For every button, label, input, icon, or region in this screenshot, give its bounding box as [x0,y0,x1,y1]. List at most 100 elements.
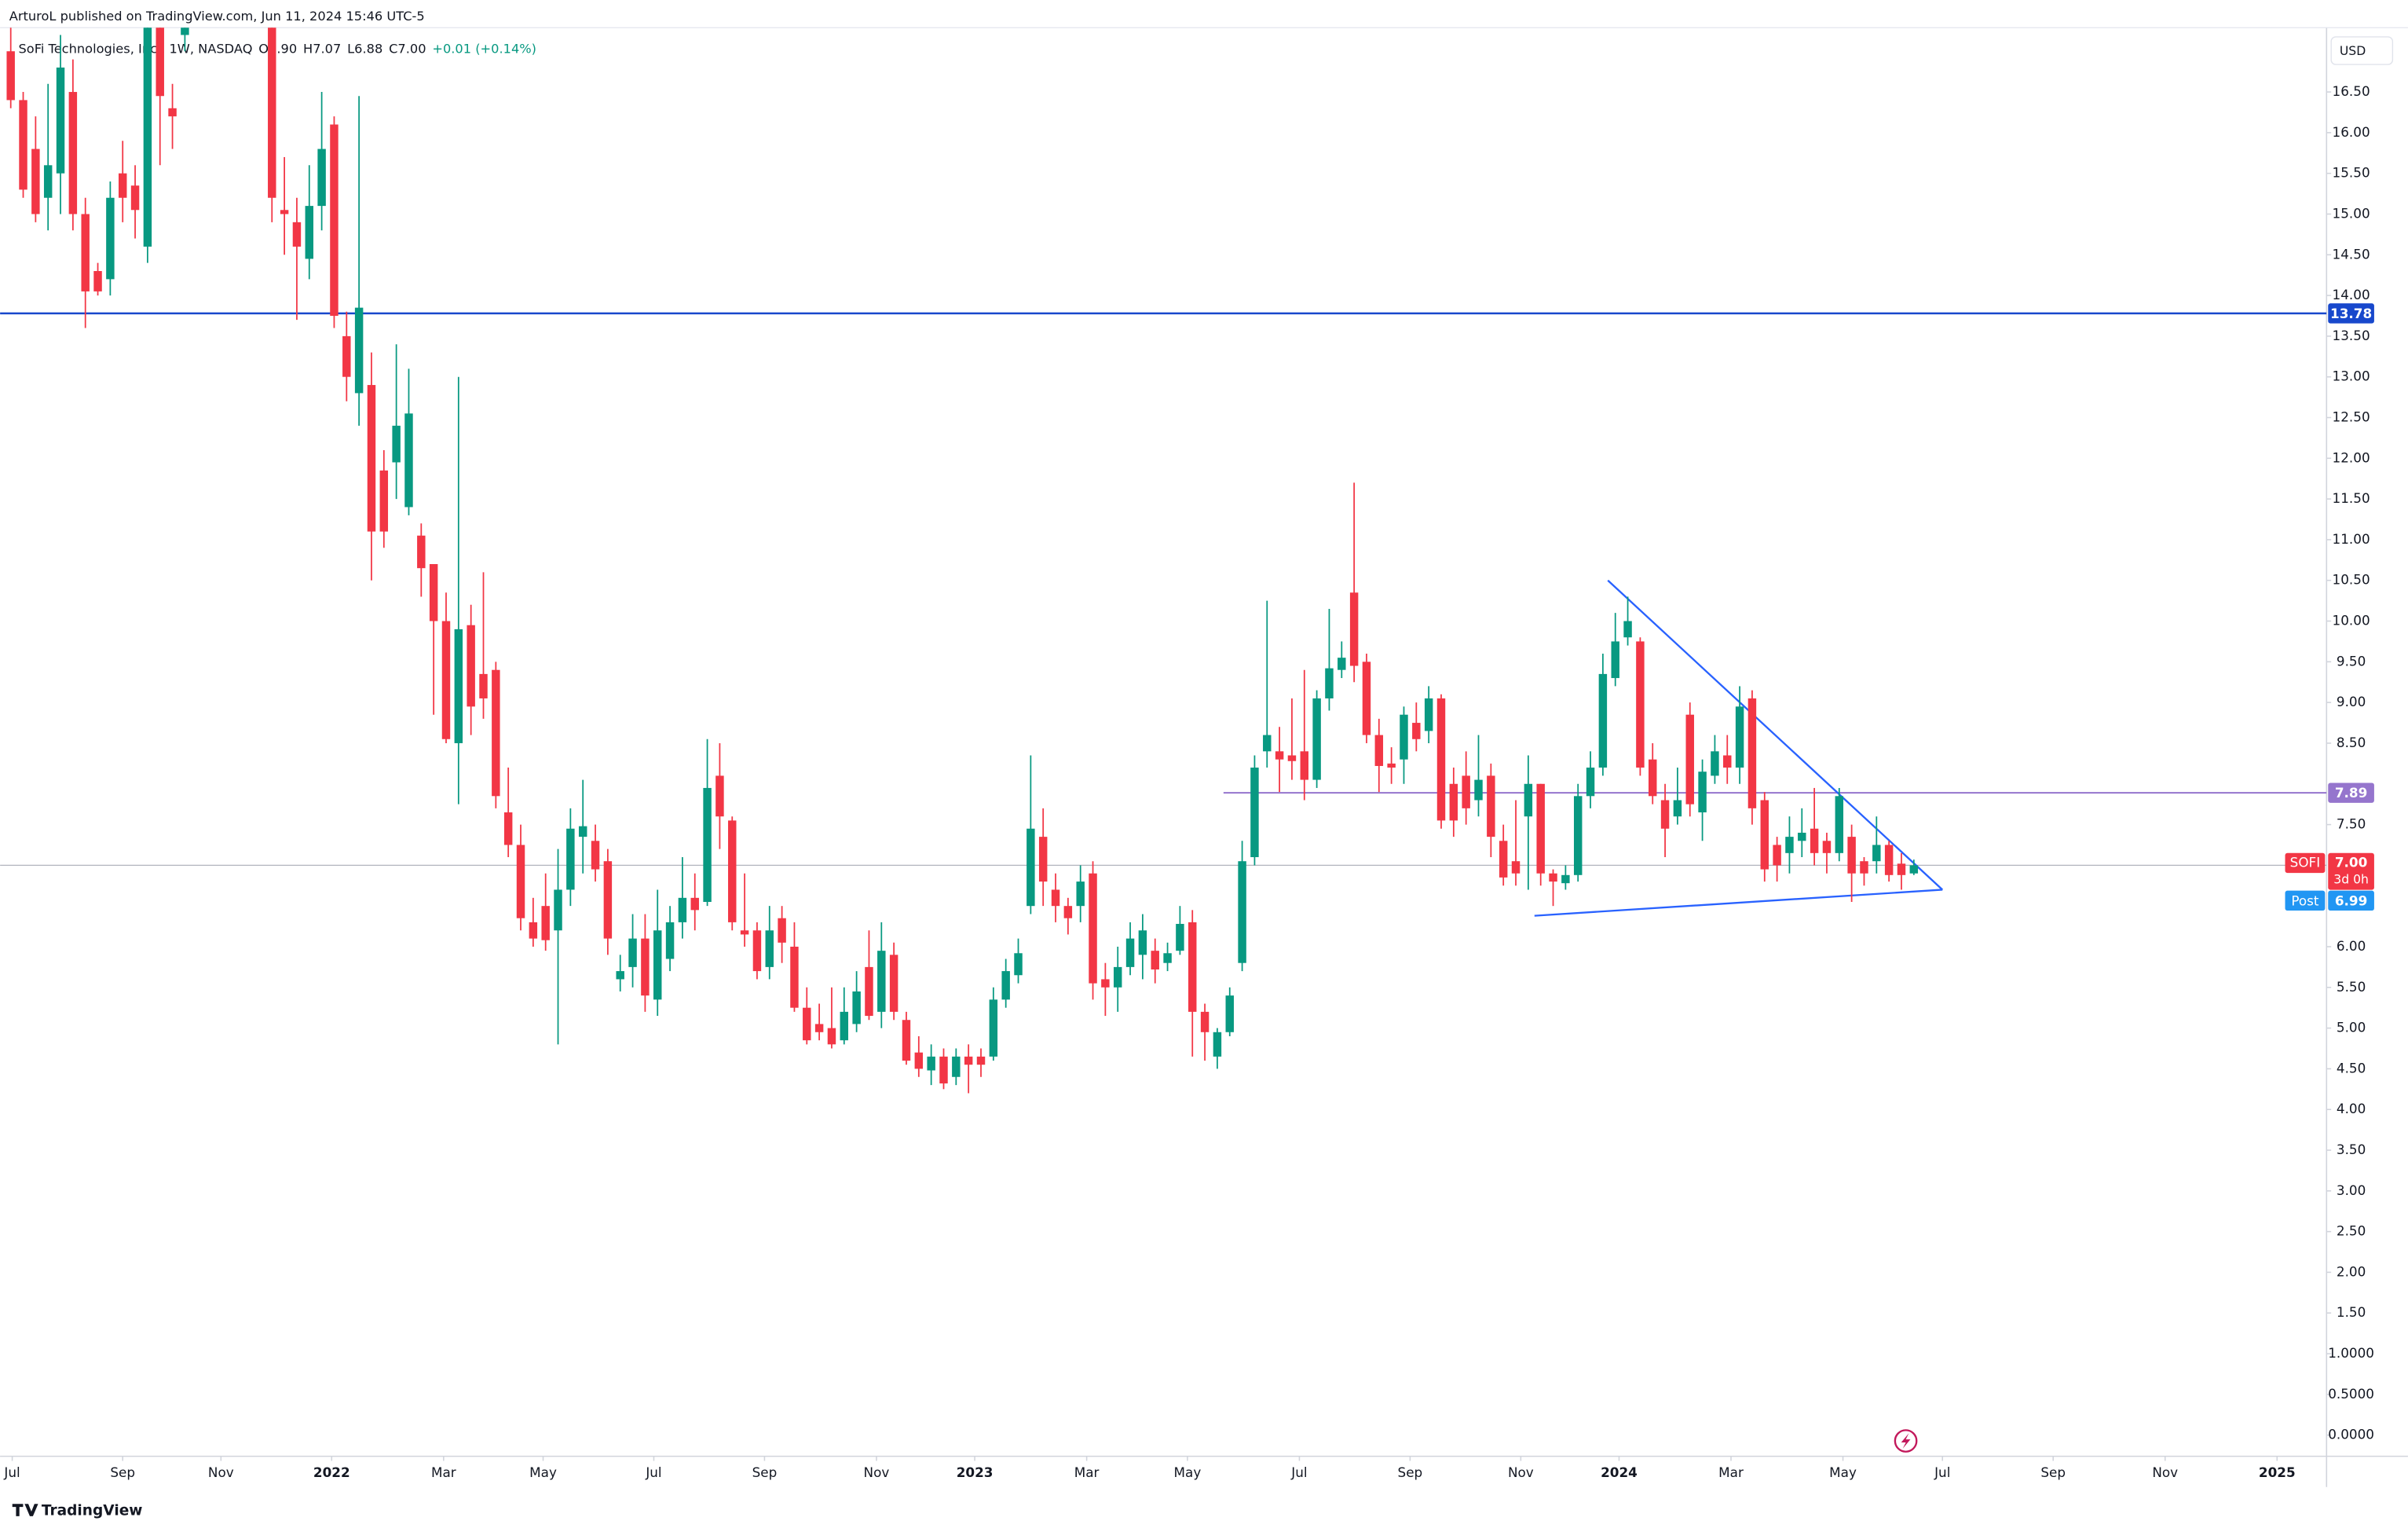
candle-body [1038,837,1048,882]
y-tick-label: 9.00 [2337,694,2366,709]
y-tick-label: 0.0000 [2328,1427,2374,1442]
candle-body [1400,714,1408,760]
candle-body [877,951,886,1012]
last-price-box [2328,852,2374,890]
candle-body [503,812,513,845]
candle-body [803,1007,811,1041]
y-tick-label: 13.50 [2333,328,2370,343]
trendline [1607,579,1944,891]
brand-name: TradingView [42,1503,143,1519]
brand: TradingView [12,1503,143,1519]
candle-body [156,27,164,97]
candle-body [964,1056,973,1065]
countdown-label: 3d 0h [2333,871,2369,886]
candle-body [417,535,426,569]
candle-body [118,173,127,198]
level-label: 7.89 [2335,785,2367,801]
candle-body [1822,841,1832,853]
candle-body [1263,735,1272,752]
y-tick-label: 14.00 [2333,287,2370,302]
candle-body [56,67,65,174]
candle-body [902,1020,911,1061]
symbol-box [2285,852,2326,874]
candle-body [715,775,724,817]
x-tick-label: Sep [110,1464,135,1480]
candle-body [1711,751,1719,776]
candle-body [1436,698,1446,821]
candle-body [1499,841,1508,878]
candle-body [1014,953,1023,976]
lightning-icon[interactable] [1894,1429,1918,1453]
candle-body [1487,775,1495,837]
candle-body [1151,951,1159,969]
x-tick-label: Jul [3,1464,20,1480]
candle-body [1238,861,1246,963]
candle-body [728,820,737,922]
x-tick-label: May [1829,1464,1857,1480]
x-tick-label: 2025 [2259,1464,2296,1480]
candle-body [1773,845,1781,866]
candle-body [467,625,475,707]
candle-body [268,27,276,198]
candle-body [1101,979,1110,988]
candle-body [1250,768,1259,858]
candle-body [1785,837,1794,853]
candle-body [1660,800,1670,829]
candle-body [492,669,500,797]
candle-body [1076,881,1085,907]
candle-body [541,906,550,940]
candle-body [653,930,662,1000]
y-tick-label: 9.50 [2337,653,2366,669]
candle-body [703,787,712,902]
candle-body [1611,641,1619,679]
candle-body [292,222,302,247]
candle-body [1225,995,1234,1032]
candle-body [130,185,140,211]
candle-body [914,1052,924,1069]
candle-body [1897,863,1906,875]
y-tick-label: 10.50 [2333,572,2370,588]
y-tick-label: 12.00 [2333,449,2370,465]
candle-body [19,100,27,190]
candle-body [690,897,699,911]
candle-body [889,955,898,1012]
y-tick-label: 7.50 [2337,816,2366,832]
legend-value: L6.88 [347,41,382,56]
y-tick-label: 11.50 [2333,490,2370,506]
candle-body [752,930,762,972]
candle-body [479,673,488,698]
candle-body [827,1028,836,1045]
candle-body [778,918,786,943]
candle-body [1586,768,1595,797]
legend: SoFi Technologies, Inc., 1W, NASDAQ O6.90… [19,41,536,56]
candle-body [1735,706,1744,768]
candle-body [765,930,774,967]
post-price-box [2328,890,2374,911]
candle-body [865,966,873,1017]
candle-body [1349,592,1359,666]
candle-body [1598,673,1608,768]
y-tick-label: 14.50 [2333,246,2370,262]
candle-body [342,335,351,377]
brand-logo [12,1504,38,1516]
x-tick-label: Jul [1934,1464,1950,1480]
candle-body [1113,966,1122,988]
candle-body [1200,1011,1209,1032]
y-tick-label: 1.0000 [2328,1345,2374,1361]
candle-body [628,938,637,967]
candle-body [1747,698,1757,808]
x-tick-label: Nov [864,1464,890,1480]
y-tick-label: 2.00 [2337,1263,2366,1279]
legend-title: SoFi Technologies, Inc., 1W, NASDAQ [19,41,253,56]
candle-body [1698,771,1707,813]
candle-body [1685,714,1694,804]
level-label-box [2328,782,2374,803]
candle-body [1027,828,1035,907]
candle-body [1872,845,1881,862]
candle-body [1275,751,1284,760]
candle-body [1847,837,1856,874]
currency-box[interactable] [2330,36,2394,65]
y-tick-label: 6.00 [2337,938,2366,954]
post-price-label: 6.99 [2335,892,2367,908]
